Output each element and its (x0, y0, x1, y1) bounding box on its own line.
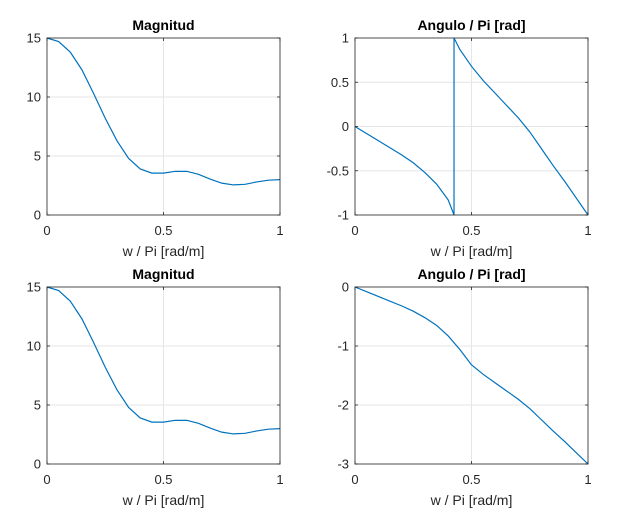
x-axis-label: w / Pi [rad/m] (430, 243, 513, 259)
x-tick-label: 0.5 (154, 223, 172, 238)
x-tick-label: 0 (351, 472, 358, 487)
x-axis-label: w / Pi [rad/m] (430, 492, 513, 508)
x-axis-label: w / Pi [rad/m] (122, 492, 205, 508)
y-tick-label: 0 (34, 457, 41, 472)
y-tick-label: 1 (342, 31, 349, 46)
y-tick-label: 10 (27, 339, 41, 354)
subplot-2: 0 0.5 1 -1 -0.5 0 0.5 1 Angulo / Pi [rad] w / Pi … (327, 17, 592, 259)
x-tick-label: 0 (351, 223, 358, 238)
y-tick-label: 0 (342, 119, 349, 134)
subplot-4: 0 0.5 1 -3 -2 -1 0 Angulo / Pi [rad] w / Pi [rad… (337, 266, 591, 508)
y-tick-label: 15 (27, 280, 41, 295)
chart-title: Angulo / Pi [rad] (417, 266, 525, 282)
x-tick-label: 0 (43, 472, 50, 487)
y-tick-label: -3 (337, 457, 349, 472)
series-line (354, 37, 589, 216)
y-tick-label: 0 (342, 280, 349, 295)
x-axis-label: w / Pi [rad/m] (122, 243, 205, 259)
x-tick-label: 1 (276, 223, 283, 238)
x-tick-label: 1 (276, 472, 283, 487)
x-tick-label: 1 (584, 472, 591, 487)
x-tick-label: 0.5 (154, 472, 172, 487)
y-tick-label: 10 (27, 90, 41, 105)
y-tick-label: -2 (337, 398, 349, 413)
series-line (354, 286, 589, 465)
x-tick-label: 1 (584, 223, 591, 238)
x-tick-label: 0 (43, 223, 50, 238)
y-tick-label: 5 (34, 398, 41, 413)
y-tick-label: -0.5 (327, 163, 349, 178)
y-tick-label: 15 (27, 31, 41, 46)
series-line (46, 37, 281, 186)
y-tick-label: 0 (34, 208, 41, 223)
chart-title: Magnitud (132, 266, 194, 282)
y-tick-label: 5 (34, 149, 41, 164)
y-tick-label: 0.5 (331, 75, 349, 90)
chart-title: Angulo / Pi [rad] (417, 17, 525, 33)
y-tick-label: -1 (337, 339, 349, 354)
x-tick-label: 0.5 (462, 223, 480, 238)
x-tick-label: 0.5 (462, 472, 480, 487)
y-tick-label: -1 (337, 208, 349, 223)
chart-title: Magnitud (132, 17, 194, 33)
series-line (46, 286, 281, 435)
